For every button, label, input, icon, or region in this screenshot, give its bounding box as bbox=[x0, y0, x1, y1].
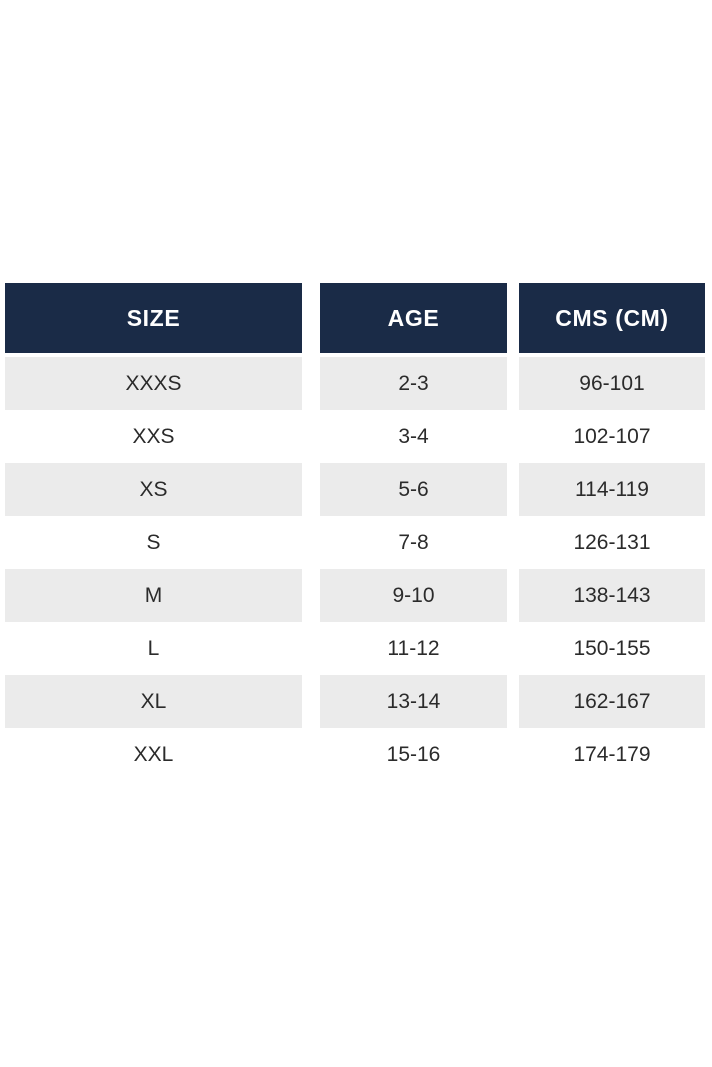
column-header-age: AGE bbox=[320, 283, 507, 353]
table-row: XL 13-14 162-167 bbox=[5, 675, 705, 728]
cms-cell: 102-107 bbox=[519, 410, 705, 463]
age-cell: 7-8 bbox=[320, 516, 507, 569]
table-row: XXXS 2-3 96-101 bbox=[5, 357, 705, 410]
age-cell: 9-10 bbox=[320, 569, 507, 622]
table-header-row: SIZE AGE CMS (CM) bbox=[5, 283, 705, 353]
cms-cell: 174-179 bbox=[519, 728, 705, 781]
column-gap bbox=[507, 675, 519, 728]
size-cell: S bbox=[5, 516, 302, 569]
table-row: XS 5-6 114-119 bbox=[5, 463, 705, 516]
column-gap bbox=[507, 569, 519, 622]
column-gap bbox=[302, 357, 320, 410]
size-chart-table: SIZE AGE CMS (CM) XXXS 2-3 96-101 XXS 3-… bbox=[5, 283, 705, 781]
header-body-gap bbox=[5, 353, 705, 357]
column-gap bbox=[507, 410, 519, 463]
table-row: L 11-12 150-155 bbox=[5, 622, 705, 675]
cms-cell: 162-167 bbox=[519, 675, 705, 728]
column-header-cms: CMS (CM) bbox=[519, 283, 705, 353]
size-cell: M bbox=[5, 569, 302, 622]
table-row: M 9-10 138-143 bbox=[5, 569, 705, 622]
column-gap bbox=[302, 516, 320, 569]
cms-cell: 96-101 bbox=[519, 357, 705, 410]
column-gap bbox=[302, 728, 320, 781]
size-cell: XXXS bbox=[5, 357, 302, 410]
table-row: XXL 15-16 174-179 bbox=[5, 728, 705, 781]
column-header-size: SIZE bbox=[5, 283, 302, 353]
age-cell: 11-12 bbox=[320, 622, 507, 675]
column-gap bbox=[507, 283, 519, 353]
column-gap bbox=[507, 728, 519, 781]
column-gap bbox=[507, 516, 519, 569]
cms-cell: 150-155 bbox=[519, 622, 705, 675]
age-cell: 5-6 bbox=[320, 463, 507, 516]
cms-cell: 114-119 bbox=[519, 463, 705, 516]
size-cell: L bbox=[5, 622, 302, 675]
cms-cell: 138-143 bbox=[519, 569, 705, 622]
column-gap bbox=[302, 622, 320, 675]
column-gap bbox=[507, 463, 519, 516]
size-cell: XL bbox=[5, 675, 302, 728]
column-gap bbox=[302, 410, 320, 463]
table-row: S 7-8 126-131 bbox=[5, 516, 705, 569]
column-gap bbox=[302, 463, 320, 516]
column-gap bbox=[302, 569, 320, 622]
column-gap bbox=[302, 675, 320, 728]
column-gap bbox=[302, 283, 320, 353]
size-cell: XXS bbox=[5, 410, 302, 463]
table-row: XXS 3-4 102-107 bbox=[5, 410, 705, 463]
column-gap bbox=[507, 357, 519, 410]
age-cell: 13-14 bbox=[320, 675, 507, 728]
column-gap bbox=[507, 622, 519, 675]
size-cell: XXL bbox=[5, 728, 302, 781]
age-cell: 2-3 bbox=[320, 357, 507, 410]
age-cell: 15-16 bbox=[320, 728, 507, 781]
age-cell: 3-4 bbox=[320, 410, 507, 463]
cms-cell: 126-131 bbox=[519, 516, 705, 569]
size-cell: XS bbox=[5, 463, 302, 516]
